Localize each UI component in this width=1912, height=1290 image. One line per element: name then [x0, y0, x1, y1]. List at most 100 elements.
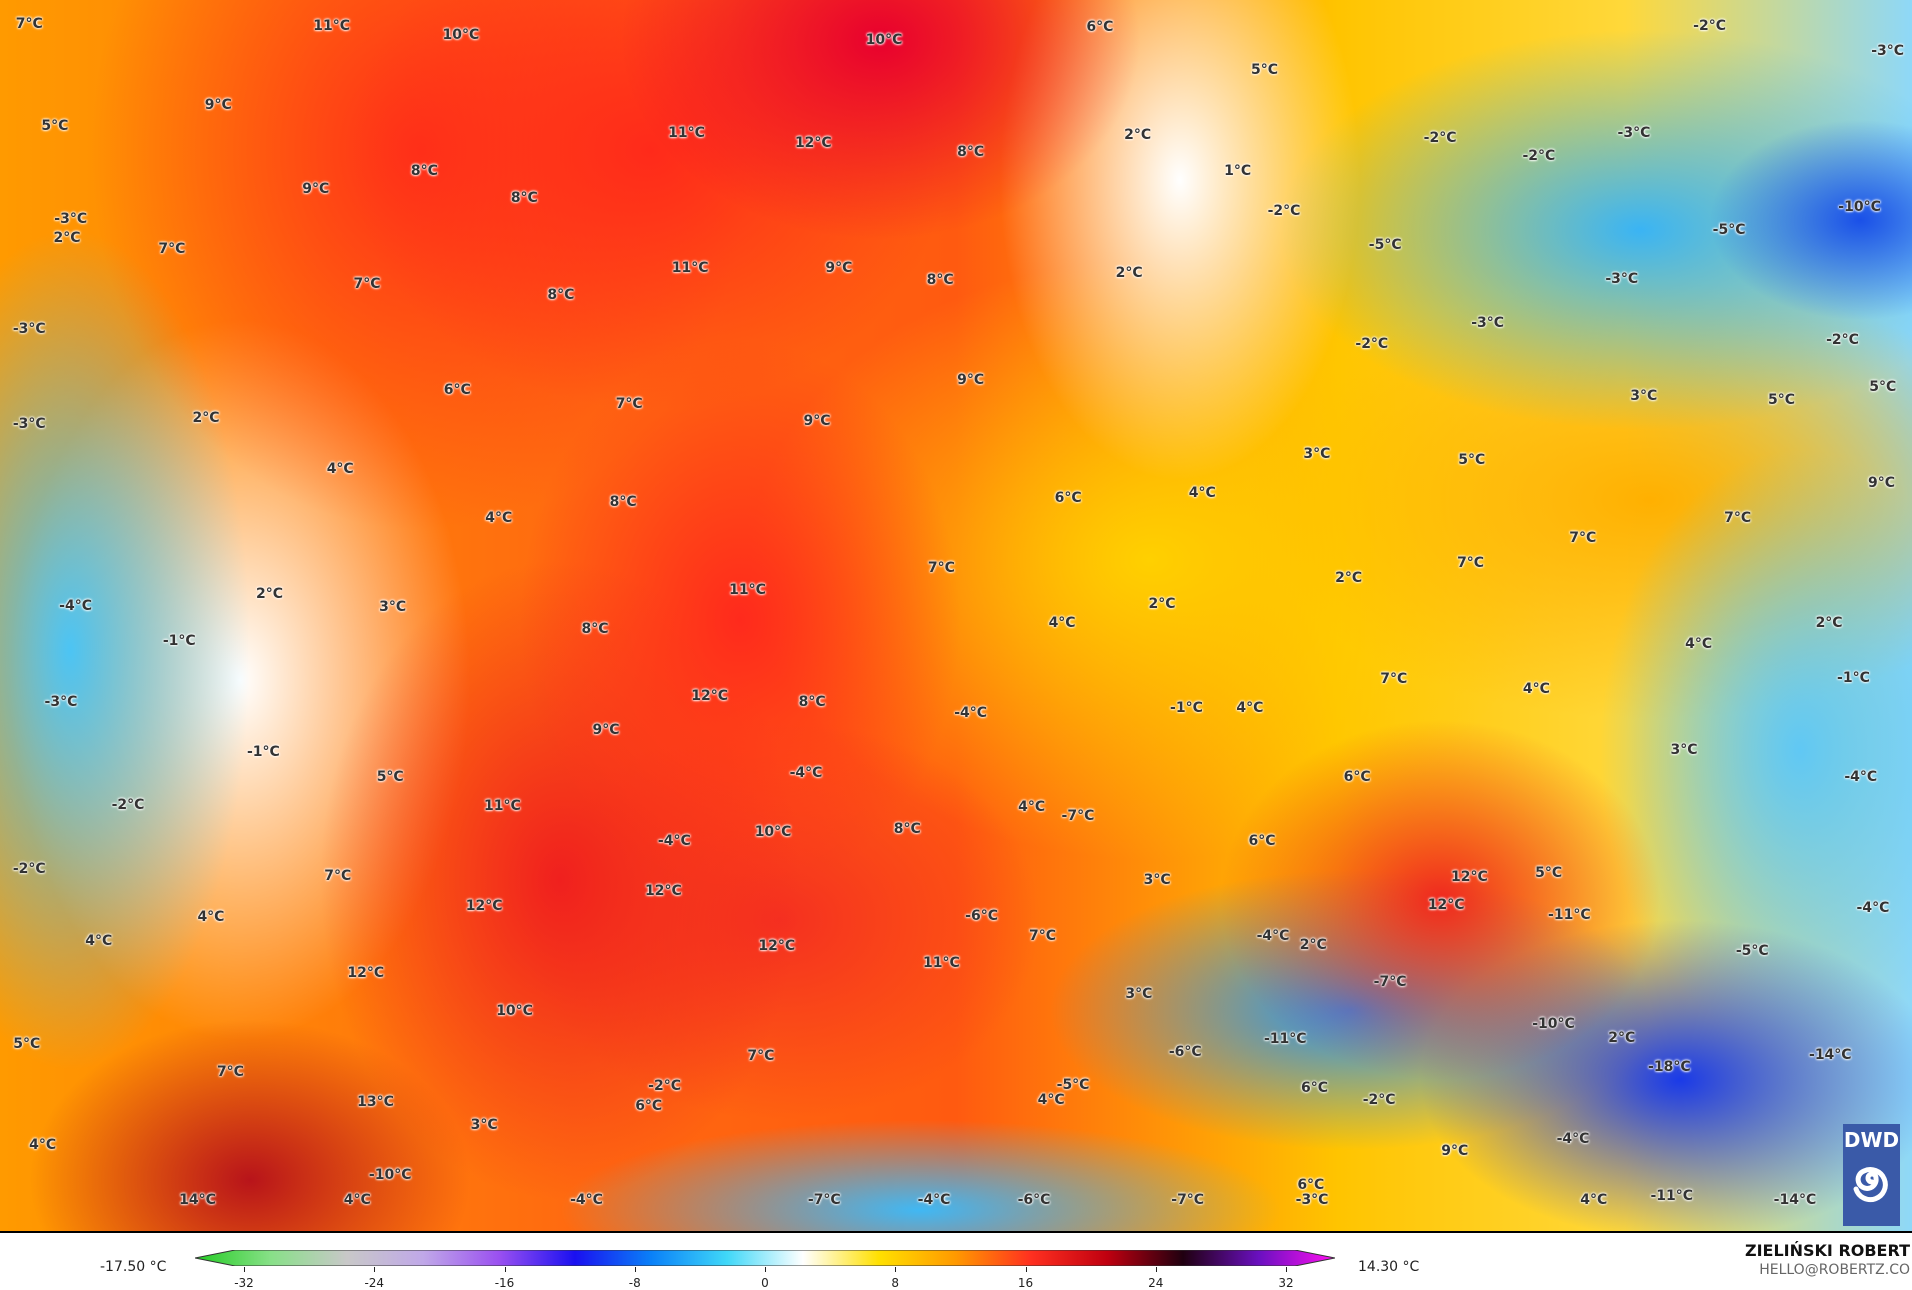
tick-label: 16: [1017, 1276, 1034, 1290]
tick-label: 0: [761, 1276, 769, 1290]
temperature-label: -3°C: [44, 694, 78, 711]
temperature-label: -10°C: [1532, 1016, 1575, 1033]
temperature-label: -6°C: [1017, 1191, 1051, 1208]
temperature-label: -5°C: [1712, 222, 1746, 239]
temperature-label: -2°C: [111, 796, 145, 813]
temperature-label: 2°C: [192, 410, 220, 427]
temperature-label: 3°C: [379, 599, 407, 616]
tick-mark: [895, 1267, 897, 1272]
tick-label: -16: [494, 1276, 515, 1290]
temperature-label: -7°C: [1061, 807, 1095, 824]
author-email: HELLO@ROBERTZ.CO: [1759, 1262, 1910, 1278]
temperature-label: -2°C: [1355, 335, 1389, 352]
temperature-label: 7°C: [158, 240, 186, 257]
temperature-label: 2°C: [255, 585, 283, 602]
tick-mark: [1155, 1267, 1157, 1272]
temperature-label: 7°C: [1457, 555, 1485, 572]
colorbar: [195, 1250, 1335, 1266]
temperature-label: 4°C: [1188, 484, 1216, 501]
temperature-label: 5°C: [1250, 61, 1279, 78]
tick-mark: [244, 1267, 245, 1272]
temperature-label: -3°C: [1295, 1191, 1329, 1208]
temperature-label: -2°C: [648, 1078, 681, 1095]
temperature-label: 8°C: [893, 821, 921, 838]
temperature-label: 3°C: [1125, 985, 1153, 1002]
tick-label: 32: [1278, 1276, 1294, 1290]
temperature-label: 4°C: [1048, 615, 1076, 632]
temperature-label: 7°C: [927, 560, 955, 577]
temperature-label: 12°C: [1450, 868, 1488, 885]
temperature-label: -3°C: [1871, 43, 1905, 60]
temperature-label: 7°C: [1029, 928, 1057, 945]
temperature-label: 4°C: [485, 510, 513, 527]
tick-label: -24: [364, 1276, 385, 1290]
temperature-label: -5°C: [1056, 1077, 1090, 1094]
temperature-label: 7°C: [1569, 529, 1597, 546]
temperature-label: 9°C: [825, 260, 853, 277]
temperature-label: 13°C: [357, 1094, 394, 1111]
temperature-label: -3°C: [1617, 124, 1651, 141]
temperature-label: 6°C: [1297, 1177, 1325, 1194]
temperature-label: -4°C: [570, 1191, 603, 1208]
temperature-label: 1°C: [1224, 162, 1252, 179]
tick-label: -32: [234, 1276, 254, 1290]
temperature-label: 7°C: [1724, 510, 1752, 527]
temperature-label: 4°C: [85, 933, 113, 950]
temperature-label: 10°C: [754, 823, 792, 840]
temperature-label: -11°C: [1650, 1188, 1694, 1205]
temperature-label: 5°C: [1458, 451, 1486, 468]
temperature-label: 2°C: [1124, 127, 1152, 144]
temperature-label: -4°C: [657, 833, 691, 850]
temperature-label: 4°C: [29, 1137, 57, 1153]
temperature-label: 11°C: [671, 260, 709, 277]
temperature-label: 6°C: [1300, 1079, 1329, 1096]
temperature-label: 3°C: [1630, 388, 1658, 405]
temperature-label: -14°C: [1773, 1191, 1817, 1208]
temperature-label: -6°C: [1168, 1044, 1202, 1061]
credit: ZIELIŃSKI ROBERT HELLO@ROBERTZ.CO: [1745, 1241, 1910, 1278]
temperature-label: -3°C: [1605, 271, 1639, 288]
temperature-label: 3°C: [470, 1117, 498, 1134]
author-name: ZIELIŃSKI ROBERT: [1744, 1241, 1910, 1260]
temperature-label: 7°C: [216, 1063, 244, 1080]
temperature-label: -2°C: [1826, 332, 1859, 349]
temperature-label: 5°C: [1768, 391, 1796, 408]
temperature-label: 7°C: [324, 867, 352, 884]
temperature-label: 2°C: [53, 229, 81, 246]
tick-mark: [504, 1267, 506, 1272]
temperature-label: -7°C: [1171, 1191, 1205, 1208]
temperature-label: 6°C: [1054, 489, 1082, 506]
temperature-label: 8°C: [547, 287, 575, 304]
temperature-label: -14°C: [1809, 1046, 1852, 1063]
temperature-label: 2°C: [1299, 937, 1327, 954]
temperature-label: -7°C: [807, 1191, 841, 1208]
temperature-label: 4°C: [1018, 799, 1046, 816]
temperature-label: -4°C: [917, 1191, 951, 1208]
temperature-label: 11°C: [668, 124, 705, 141]
dwd-logo: DWD: [1843, 1124, 1900, 1226]
temperature-label: 14°C: [179, 1191, 216, 1208]
temperature-label: -2°C: [1522, 148, 1556, 165]
temperature-label: 2°C: [1608, 1029, 1636, 1046]
temperature-label: 4°C: [1037, 1091, 1065, 1108]
temperature-label: 5°C: [1869, 378, 1897, 395]
temperature-label: 9°C: [204, 96, 232, 113]
temperature-map: 7°C 11°C 10°C 10°C 6°C -2°C -3°C 9°C 5°C 11°C 12°C…: [0, 0, 1912, 1233]
max-value: 14.30 °C: [1358, 1259, 1420, 1275]
temperature-label: 9°C: [592, 722, 620, 739]
temperature-label: -11°C: [1263, 1030, 1307, 1047]
temperature-label: 8°C: [510, 189, 538, 206]
colorbar-legend: -17.50 °C -32 -24 -16 -8 0 8 16 24 32 14.30 °C Z…: [0, 1233, 1912, 1290]
temperature-label: -4°C: [1856, 900, 1890, 917]
temperature-label: 3°C: [1670, 741, 1698, 758]
temperature-label: -3°C: [54, 211, 88, 228]
temperature-label: 6°C: [1248, 833, 1276, 850]
temperature-label: 7°C: [615, 395, 643, 412]
temperature-label: -1°C: [162, 633, 196, 650]
dwd-logo-text: DWD: [1843, 1128, 1900, 1152]
temperature-label: 8°C: [957, 144, 985, 161]
temperature-label: 4°C: [1522, 680, 1550, 697]
temperature-label: 7°C: [1380, 671, 1408, 688]
temperature-label: -4°C: [1256, 928, 1290, 945]
temperature-label: 5°C: [376, 768, 404, 785]
